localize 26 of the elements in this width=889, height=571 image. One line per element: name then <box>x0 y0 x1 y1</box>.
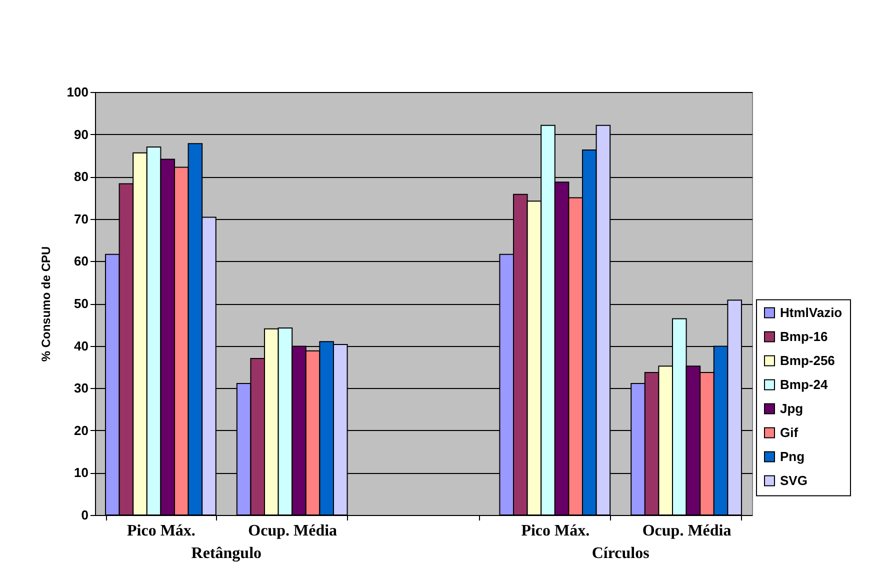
y-tick-label: 100 <box>66 84 88 100</box>
legend-label: SVG <box>780 472 808 488</box>
y-tick-label: 90 <box>74 126 88 142</box>
legend-label: Bmp-24 <box>780 376 828 392</box>
y-tick-label: 20 <box>74 422 88 438</box>
y-tick-label: 60 <box>74 254 88 269</box>
text: Círculos <box>592 545 650 562</box>
y-tick-label: 10 <box>74 465 88 480</box>
legend-label: Gif <box>780 424 799 440</box>
text: Retângulo <box>191 545 262 562</box>
y-axis-title: % Consumo de CPU <box>38 246 53 362</box>
y-tick-label: 50 <box>74 296 88 311</box>
legend-label: Bmp-16 <box>780 328 828 344</box>
y-tick-label: 80 <box>74 169 88 184</box>
x-tick-label: Pico Máx. <box>521 522 590 540</box>
y-tick-label: 0 <box>81 508 88 522</box>
x-tick-label: Ocup. Média <box>642 522 732 540</box>
legend-label: Png <box>780 448 805 464</box>
y-tick-label: 40 <box>74 338 88 354</box>
y-tick-label: 70 <box>74 211 88 226</box>
legend-label: HtmlVazio <box>780 304 842 320</box>
x-tick-label: Ocup. Média <box>248 522 338 540</box>
legend-label: Jpg <box>780 400 804 416</box>
x-tick-label: Pico Máx. <box>126 522 196 540</box>
legend-label: Bmp-256 <box>780 352 835 368</box>
y-tick-label: 30 <box>74 380 88 396</box>
